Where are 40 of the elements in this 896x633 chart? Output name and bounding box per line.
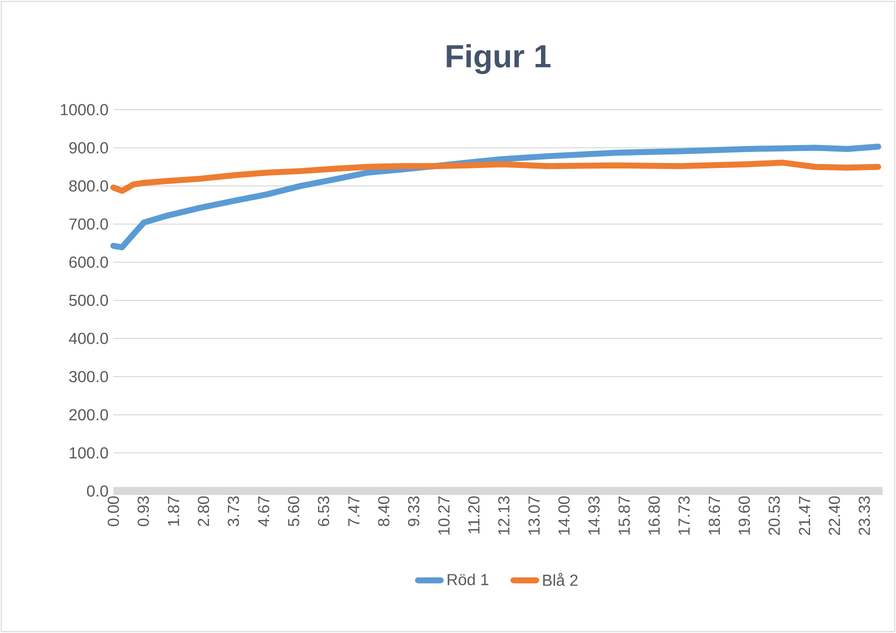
x-tick-label: 12.13: [498, 496, 510, 535]
y-tick-label: 1000.0: [60, 104, 108, 116]
y-tick-label: 100.0: [70, 447, 108, 459]
x-tick-label: 23.33: [858, 496, 870, 535]
x-tick-label: 2.80: [198, 496, 210, 526]
y-tick-label: 300.0: [69, 370, 108, 382]
y-tick-label: 200.0: [69, 409, 108, 420]
x-tick-label: 4.67: [258, 496, 270, 526]
x-tick-label: 13.07: [528, 496, 540, 535]
x-tick-label: 10.27: [438, 496, 450, 535]
x-tick-label: 20.53: [768, 496, 780, 535]
x-tick-label: 16.80: [648, 496, 660, 535]
chart-title: Figur 1: [446, 44, 550, 74]
x-tick-label: 0.00: [108, 496, 119, 526]
x-tick-label: 14.93: [588, 496, 600, 535]
legend-label: Röd 1: [448, 574, 488, 586]
y-tick-label: 900.0: [69, 142, 108, 154]
x-tick-label: 15.87: [618, 496, 630, 535]
y-tick-label: 700.0: [69, 218, 108, 230]
x-tick-label: 17.73: [678, 496, 690, 535]
legend-label: Blå 2: [543, 572, 578, 586]
x-tick-label: 5.60: [288, 496, 300, 526]
x-tick-label: 19.60: [738, 496, 750, 535]
y-tick-label: 500.0: [69, 294, 108, 306]
x-tick-label: 0.93: [138, 496, 149, 526]
x-tick-label: 7.47: [348, 496, 360, 526]
x-tick-label: 1.87: [168, 496, 180, 526]
y-tick-label: 0.0: [87, 485, 108, 497]
y-tick-label: 400.0: [68, 332, 108, 344]
x-tick-label: 3.73: [228, 496, 240, 526]
x-tick-label: 21.47: [798, 496, 810, 535]
x-tick-label: 8.40: [378, 496, 390, 526]
x-tick-label: 18.67: [708, 496, 720, 535]
y-tick-label: 600.0: [69, 256, 108, 268]
y-tick-label: 800.0: [69, 180, 108, 192]
x-tick-label: 14.00: [558, 496, 570, 535]
x-tick-label: 11.20: [468, 496, 480, 534]
x-tick-label: 22.40: [828, 496, 840, 535]
x-tick-label: 9.33: [408, 496, 420, 526]
x-tick-label: 6.53: [318, 496, 330, 526]
